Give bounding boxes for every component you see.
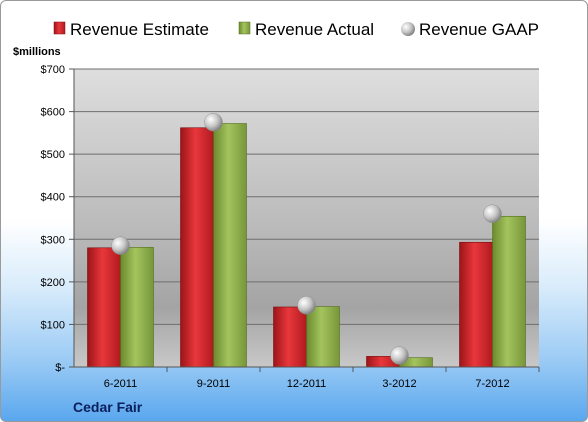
y-tick-label: $300 xyxy=(41,234,65,246)
marker-revenue-gaap xyxy=(297,296,316,315)
x-tick-label: 6-2011 xyxy=(104,378,137,390)
x-tick-label: 12-2011 xyxy=(287,378,327,390)
legend-item-revenue-actual: Revenue Actual xyxy=(238,20,374,39)
marker-revenue-gaap xyxy=(483,204,502,223)
marker-revenue-gaap xyxy=(204,113,223,132)
bars xyxy=(87,113,526,368)
axes: $- $100 $200 $300 $400 $500 $600 $700 6-2011 9-20… xyxy=(41,64,540,390)
legend-item-revenue-estimate: Revenue Estimate xyxy=(53,20,209,39)
x-tick-label: 3-2012 xyxy=(382,378,416,390)
legend: Revenue Estimate Revenue Actual Revenue … xyxy=(53,20,539,39)
bar-revenue-actual xyxy=(492,215,526,368)
marker-revenue-gaap xyxy=(111,236,130,255)
y-tick-label: $600 xyxy=(41,107,65,119)
legend-marker-revenue-gaap xyxy=(401,22,415,36)
bar-revenue-estimate xyxy=(180,127,214,368)
y-tick-label: $500 xyxy=(41,149,65,161)
bar-revenue-estimate xyxy=(87,247,121,368)
bar-revenue-actual xyxy=(306,306,340,368)
y-tick-label: $400 xyxy=(41,192,65,204)
bar-revenue-actual xyxy=(213,123,247,368)
legend-swatch-revenue-actual xyxy=(238,21,251,35)
y-tick-label: $200 xyxy=(41,277,65,289)
bar-revenue-estimate xyxy=(459,241,493,368)
legend-label-revenue-actual: Revenue Actual xyxy=(255,20,374,39)
y-tick-label: $100 xyxy=(41,319,65,331)
bar-revenue-actual xyxy=(120,247,154,368)
legend-swatch-revenue-estimate xyxy=(53,21,66,35)
y-axis-unit-label: $millions xyxy=(13,46,61,58)
marker-revenue-gaap xyxy=(390,346,409,365)
company-name: Cedar Fair xyxy=(73,399,143,415)
y-tick-label: $- xyxy=(55,362,65,374)
y-tick-label: $700 xyxy=(41,64,65,76)
x-tick-label: 7-2012 xyxy=(475,378,509,390)
x-tick-label: 9-2011 xyxy=(197,378,230,390)
legend-label-revenue-gaap: Revenue GAAP xyxy=(419,20,539,39)
bar-revenue-estimate xyxy=(273,306,307,368)
legend-item-revenue-gaap: Revenue GAAP xyxy=(401,20,539,39)
legend-label-revenue-estimate: Revenue Estimate xyxy=(70,20,209,39)
